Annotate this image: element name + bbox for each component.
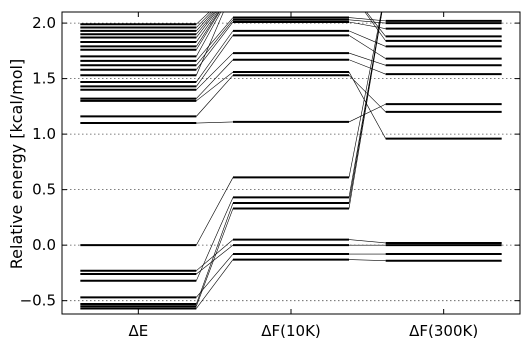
y-tick-label: 1.0 — [32, 125, 56, 143]
connector-line — [348, 19, 386, 24]
connector-line — [196, 19, 234, 66]
connector-line — [196, 52, 234, 90]
connector-line — [196, 121, 234, 124]
connector-line — [196, 12, 217, 38]
connector-line — [196, 177, 234, 246]
connector-line — [348, 17, 386, 22]
connector-line — [364, 12, 386, 42]
connector-line — [196, 75, 234, 117]
connector-line — [196, 197, 234, 281]
y-tick-label: −0.5 — [20, 292, 56, 310]
connector-line — [196, 35, 234, 87]
connector-line — [348, 30, 386, 47]
connector-line — [348, 59, 386, 75]
connector-line — [196, 12, 218, 43]
x-tick-label: ΔE — [128, 322, 148, 340]
connector-line — [348, 12, 383, 204]
connector-line — [348, 103, 386, 123]
connector-line — [348, 52, 386, 66]
connector-line — [196, 239, 234, 271]
connector-line — [196, 208, 234, 307]
connector-line — [196, 21, 234, 70]
connector-line — [348, 71, 386, 139]
connector-line — [196, 12, 222, 57]
connector-line — [348, 12, 382, 178]
y-tick-label: 2.0 — [32, 14, 56, 32]
connector-line — [196, 253, 234, 298]
x-tick-label: ΔF(300K) — [409, 322, 478, 340]
connector-line — [196, 12, 220, 50]
connector-lines — [196, 12, 386, 309]
connector-line — [196, 12, 214, 32]
connector-line — [348, 239, 386, 244]
plot-area — [80, 12, 502, 310]
connector-line — [348, 12, 383, 209]
connector-line — [196, 59, 234, 99]
connector-line — [366, 12, 386, 37]
connector-line — [196, 30, 234, 83]
connector-line — [196, 17, 234, 62]
y-tick-label: 0.5 — [32, 181, 56, 199]
connector-line — [196, 202, 234, 305]
connector-line — [348, 35, 386, 59]
connector-line — [196, 71, 234, 102]
y-tick-label: 1.5 — [32, 70, 56, 88]
connector-line — [348, 259, 386, 262]
connector-line — [196, 12, 212, 28]
axis-ticks: −0.5 0.0 0.5 1.0 1.5 2.0 ΔE ΔF(10K) ΔF(300K) — [20, 12, 520, 340]
connector-line — [348, 75, 386, 113]
connector-line — [196, 259, 234, 309]
connector-line — [348, 21, 386, 29]
energy-levels — [80, 16, 502, 310]
connector-line — [196, 12, 219, 47]
connector-line — [196, 12, 210, 25]
y-tick-label: 0.0 — [32, 236, 56, 254]
connector-line — [196, 244, 234, 275]
connector-line — [196, 12, 224, 76]
y-axis-label: Relative energy [kcal/mol] — [7, 59, 26, 269]
x-tick-label: ΔF(10K) — [261, 322, 321, 340]
